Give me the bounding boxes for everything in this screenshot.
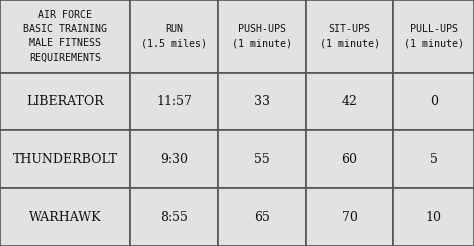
Text: AIR FORCE
BASIC TRAINING
MALE FITNESS
REQUIREMENTS: AIR FORCE BASIC TRAINING MALE FITNESS RE… — [23, 10, 107, 62]
Text: RUN
(1.5 miles): RUN (1.5 miles) — [141, 24, 207, 48]
Bar — [0, 188, 130, 246]
Bar — [0, 73, 130, 130]
Bar — [218, 188, 306, 246]
Bar — [393, 0, 474, 73]
Text: 10: 10 — [426, 211, 442, 224]
Text: WARHAWK: WARHAWK — [29, 211, 101, 224]
Bar — [393, 130, 474, 188]
Bar — [393, 0, 474, 73]
Text: SIT-UPS
(1 minute): SIT-UPS (1 minute) — [319, 24, 380, 48]
Bar — [306, 130, 393, 188]
Text: 8:55: 8:55 — [160, 211, 188, 224]
Bar — [218, 130, 306, 188]
Bar — [0, 73, 130, 130]
Bar — [393, 73, 474, 130]
Bar — [130, 188, 218, 246]
Bar — [130, 188, 218, 246]
Bar — [218, 0, 306, 73]
Text: PUSH-UPS
(1 minute): PUSH-UPS (1 minute) — [232, 24, 292, 48]
Bar — [306, 0, 393, 73]
Bar — [306, 188, 393, 246]
Bar — [218, 73, 306, 130]
Bar — [130, 0, 218, 73]
Bar — [0, 130, 130, 188]
Text: THUNDERBOLT: THUNDERBOLT — [13, 153, 118, 166]
Text: 60: 60 — [342, 153, 357, 166]
Text: 42: 42 — [342, 95, 357, 108]
Bar — [0, 130, 130, 188]
Bar — [130, 73, 218, 130]
Bar — [306, 73, 393, 130]
Bar — [393, 73, 474, 130]
Text: 65: 65 — [254, 211, 270, 224]
Bar — [0, 0, 130, 73]
Bar — [306, 188, 393, 246]
Bar — [130, 0, 218, 73]
Bar — [218, 130, 306, 188]
Text: PULL-UPS
(1 minute): PULL-UPS (1 minute) — [404, 24, 464, 48]
Text: 5: 5 — [430, 153, 438, 166]
Bar — [218, 0, 306, 73]
Bar — [218, 73, 306, 130]
Bar — [306, 130, 393, 188]
Text: 0: 0 — [430, 95, 438, 108]
Bar — [0, 188, 130, 246]
Text: 9:30: 9:30 — [160, 153, 188, 166]
Text: 33: 33 — [254, 95, 270, 108]
Bar — [306, 0, 393, 73]
Text: 55: 55 — [254, 153, 270, 166]
Bar — [393, 188, 474, 246]
Text: 11:57: 11:57 — [156, 95, 192, 108]
Text: 70: 70 — [342, 211, 357, 224]
Bar — [130, 130, 218, 188]
Bar — [130, 130, 218, 188]
Bar — [393, 130, 474, 188]
Bar — [393, 188, 474, 246]
Bar — [130, 73, 218, 130]
Bar — [306, 73, 393, 130]
Text: LIBERATOR: LIBERATOR — [26, 95, 104, 108]
Bar — [218, 188, 306, 246]
Bar — [0, 0, 130, 73]
